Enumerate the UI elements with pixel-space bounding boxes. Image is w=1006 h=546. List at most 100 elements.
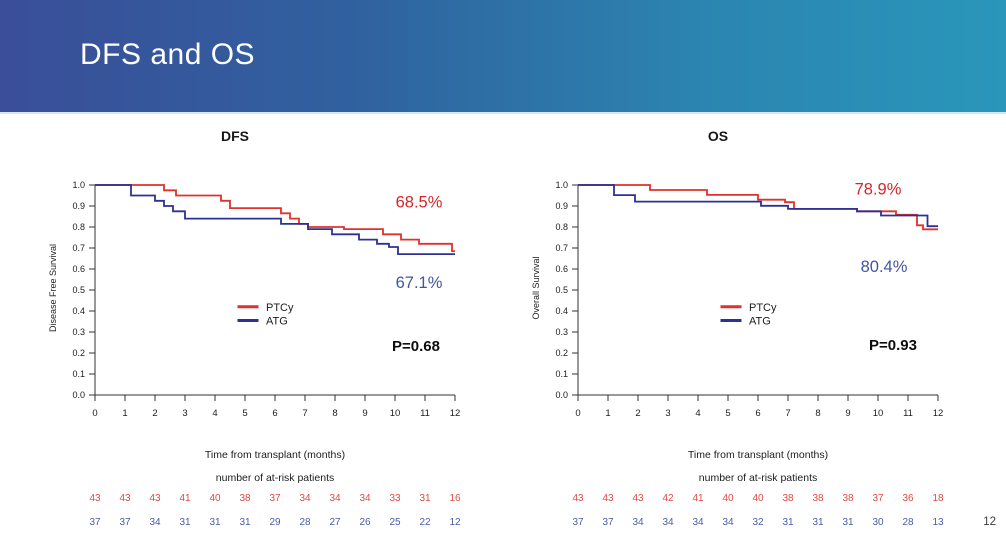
atg-survival-curve <box>95 184 455 255</box>
at-risk-count: 31 <box>812 517 824 528</box>
ptcy-survival-curve <box>578 184 938 231</box>
at-risk-count: 34 <box>692 517 704 528</box>
os-at-risk-row-atg: 37 37 34 34 34 34 32 31 31 31 30 28 13 <box>518 517 958 531</box>
x-tick-label: 12 <box>450 408 461 419</box>
x-tick-label: 5 <box>242 408 247 419</box>
x-tick-label: 10 <box>873 408 884 419</box>
x-tick-label: 4 <box>695 408 700 419</box>
at-risk-count: 41 <box>692 493 704 504</box>
at-risk-count: 31 <box>209 517 221 528</box>
y-tick-label: 0.8 <box>72 222 85 232</box>
x-tick-label: 12 <box>933 408 944 419</box>
y-tick-label: 0.7 <box>555 243 568 253</box>
at-risk-count: 31 <box>842 517 854 528</box>
at-risk-count: 34 <box>299 493 311 504</box>
at-risk-count: 22 <box>419 517 431 528</box>
at-risk-count: 40 <box>752 493 764 504</box>
dfs-chart: DFS Disease Free Survival 0.0 0.1 0.2 0.3 0.… <box>35 125 505 545</box>
at-risk-count: 34 <box>329 493 341 504</box>
annotation-label: 68.5% <box>396 193 443 211</box>
y-tick-label: 0.8 <box>555 222 568 232</box>
at-risk-count: 28 <box>299 517 311 528</box>
x-tick-label: 0 <box>92 408 97 419</box>
legend-label: ATG <box>749 315 771 327</box>
x-tick-label: 10 <box>390 408 401 419</box>
x-tick-label: 1 <box>122 408 127 419</box>
y-tick-label: 0.2 <box>72 348 85 358</box>
annotation-label: 78.9% <box>855 180 902 198</box>
at-risk-count: 30 <box>872 517 884 528</box>
at-risk-count: 13 <box>932 517 944 528</box>
y-tick-label: 0.4 <box>72 306 85 316</box>
x-tick-label: 6 <box>755 408 760 419</box>
y-tick-label: 0.3 <box>555 327 568 337</box>
y-tick-label: 0.2 <box>555 348 568 358</box>
at-risk-count: 18 <box>932 493 944 504</box>
at-risk-count: 34 <box>662 517 674 528</box>
x-tick-label: 11 <box>420 408 430 419</box>
x-tick-label: 9 <box>362 408 367 419</box>
annotation-label: P=0.93 <box>869 337 917 354</box>
at-risk-count: 38 <box>782 493 794 504</box>
at-risk-count: 40 <box>722 493 734 504</box>
os-chart: OS Overall Survival 0.0 0.1 0.2 0.3 0.4 0.5 0.… <box>518 125 988 545</box>
at-risk-count: 41 <box>179 493 191 504</box>
y-tick-label: 0.0 <box>555 390 568 400</box>
y-tick-label: 1.0 <box>72 180 85 190</box>
at-risk-count: 43 <box>602 493 614 504</box>
legend-label: PTCy <box>266 302 294 314</box>
x-tick-label: 2 <box>635 408 640 419</box>
x-tick-label: 6 <box>272 408 277 419</box>
at-risk-count: 26 <box>359 517 371 528</box>
at-risk-count: 16 <box>449 493 461 504</box>
at-risk-count: 37 <box>119 517 131 528</box>
y-tick-label: 0.0 <box>72 390 85 400</box>
y-tick-label: 0.6 <box>72 264 85 274</box>
annotation-label: P=0.68 <box>392 338 440 355</box>
at-risk-count: 37 <box>269 493 281 504</box>
at-risk-count: 43 <box>149 493 161 504</box>
at-risk-count: 34 <box>632 517 644 528</box>
at-risk-count: 12 <box>449 517 461 528</box>
at-risk-count: 38 <box>239 493 251 504</box>
slide-title: DFS and OS <box>80 38 256 71</box>
x-tick-label: 11 <box>903 408 913 419</box>
dfs-chart-title: DFS <box>221 128 249 144</box>
x-tick-label: 2 <box>152 408 157 419</box>
os-at-risk-row-ptcy: 43 43 43 42 41 40 40 38 38 38 37 36 18 <box>518 493 958 507</box>
legend-label: ATG <box>266 315 288 327</box>
at-risk-count: 37 <box>89 517 101 528</box>
dfs-plot-svg: 0.00.10.20.30.40.50.60.70.80.91.00 1 2 3 4 5 6… <box>72 180 461 419</box>
at-risk-count: 42 <box>662 493 674 504</box>
at-risk-count: 37 <box>572 517 584 528</box>
at-risk-count: 34 <box>722 517 734 528</box>
os-x-axis-label: Time from transplant (months) <box>687 449 829 461</box>
dfs-x-axis-label: Time from transplant (months) <box>204 449 346 461</box>
at-risk-count: 37 <box>602 517 614 528</box>
y-tick-label: 0.3 <box>72 327 85 337</box>
atg-survival-curve <box>578 184 938 228</box>
at-risk-count: 43 <box>89 493 101 504</box>
annotation-label: 67.1% <box>396 274 443 292</box>
legend-label: PTCy <box>749 302 777 314</box>
y-tick-label: 0.6 <box>555 264 568 274</box>
slide-header: DFS and OS <box>0 0 1006 114</box>
y-tick-label: 0.9 <box>72 201 85 211</box>
at-risk-count: 37 <box>872 493 884 504</box>
at-risk-count: 43 <box>119 493 131 504</box>
y-tick-label: 1.0 <box>555 180 568 190</box>
x-tick-label: 3 <box>182 408 187 419</box>
os-plot-svg: 0.00.10.20.30.40.50.60.70.80.91.00 1 2 3 4 5 6… <box>555 180 944 419</box>
slide-content: DFS Disease Free Survival 0.0 0.1 0.2 0.3 0.… <box>0 114 1006 546</box>
x-tick-label: 4 <box>212 408 217 419</box>
y-tick-label: 0.7 <box>72 243 85 253</box>
os-at-risk-label: number of at-risk patients <box>698 472 818 484</box>
at-risk-count: 38 <box>842 493 854 504</box>
at-risk-count: 43 <box>632 493 644 504</box>
os-chart-title: OS <box>707 128 729 144</box>
at-risk-count: 40 <box>209 493 221 504</box>
y-tick-label: 0.4 <box>555 306 568 316</box>
at-risk-count: 31 <box>179 517 191 528</box>
at-risk-count: 31 <box>782 517 794 528</box>
